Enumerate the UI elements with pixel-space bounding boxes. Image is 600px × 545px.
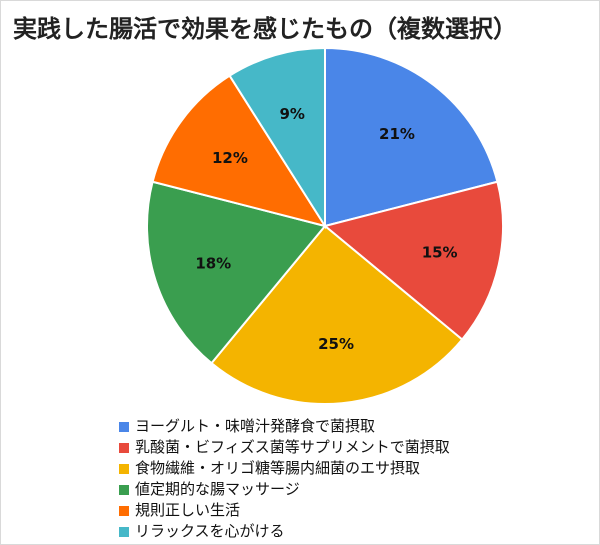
legend-label-3: 食物繊維・オリゴ糖等腸内細菌のエサ摂取 xyxy=(135,459,421,477)
slice-label-1: 21% xyxy=(379,125,415,143)
legend-swatch-2 xyxy=(119,442,129,453)
legend-swatch-3 xyxy=(119,463,129,474)
pie-slice-1 xyxy=(324,46,499,228)
legend-label-6: リラックスを心がける xyxy=(135,522,285,540)
pie-slice-5 xyxy=(151,74,328,228)
pie-slice-4 xyxy=(146,180,327,365)
pie-chart: 21% 15% 25% 18% 12% 9% xyxy=(146,46,504,405)
legend-label-2: 乳酸菌・ビフィズス菌等サプリメントで菌摂取 xyxy=(135,438,450,456)
legend-item-1: ヨーグルト・味噌汁発酵食で菌摂取 xyxy=(119,416,450,437)
legend-item-2: 乳酸菌・ビフィズス菌等サプリメントで菌摂取 xyxy=(119,437,450,458)
legend-label-5: 規則正しい生活 xyxy=(135,501,241,519)
legend-swatch-5 xyxy=(119,505,129,516)
slice-label-4: 18% xyxy=(195,254,231,272)
slice-label-2: 15% xyxy=(422,244,458,262)
chart-title: 実践した腸活で効果を感じたもの（複数選択） xyxy=(13,15,517,43)
legend-swatch-6 xyxy=(119,526,129,537)
legend-swatch-4 xyxy=(119,484,129,495)
legend-item-3: 食物繊維・オリゴ糖等腸内細菌のエサ摂取 xyxy=(119,458,450,479)
legend-item-5: 規則正しい生活 xyxy=(119,500,450,521)
legend-item-6: リラックスを心がける xyxy=(119,521,450,542)
pie-slice-2 xyxy=(322,180,504,341)
chart-legend: ヨーグルト・味噌汁発酵食で菌摂取乳酸菌・ビフィズス菌等サプリメントで菌摂取 食物繊… xyxy=(119,416,450,542)
pie-slice-6 xyxy=(228,46,326,230)
slice-label-5: 12% xyxy=(212,149,248,167)
legend-label-1: ヨーグルト・味噌汁発酵食で菌摂取 xyxy=(135,417,376,435)
legend-swatch-1 xyxy=(119,421,129,432)
slice-label-6: 9% xyxy=(279,105,304,123)
legend-label-4: 値定期的な腸マッサージ xyxy=(135,480,300,498)
pie-slice-3 xyxy=(210,224,464,405)
legend-item-4: 値定期的な腸マッサージ xyxy=(119,479,450,500)
slice-label-3: 25% xyxy=(318,335,354,353)
